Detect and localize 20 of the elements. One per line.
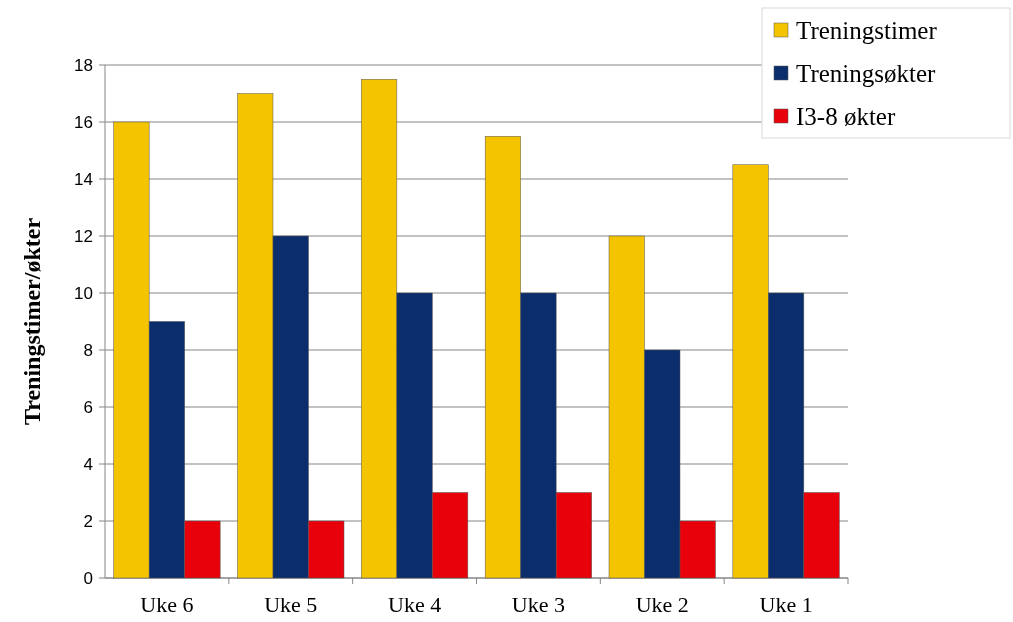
y-tick-label: 6	[83, 397, 93, 417]
x-tick-label: Uke 4	[388, 592, 442, 617]
y-tick-label: 2	[83, 511, 93, 531]
x-tick-label: Uke 6	[140, 592, 194, 617]
x-tick-label: Uke 3	[511, 592, 565, 617]
y-tick-label: 16	[74, 112, 93, 132]
legend-label: Treningstimer	[796, 16, 938, 44]
y-tick-label: 8	[83, 340, 93, 360]
legend-label: I3-8 økter	[796, 102, 896, 130]
y-tick-label: 18	[74, 55, 93, 75]
legend-label: Treningsøkter	[796, 59, 937, 87]
y-tick-label: 10	[74, 283, 93, 303]
x-tick-label: Uke 5	[264, 592, 318, 617]
y-tick-label: 4	[83, 454, 93, 474]
y-tick-label: 12	[74, 226, 93, 246]
y-axis-title: Treningstimer/økter	[19, 217, 45, 426]
y-tick-label: 14	[74, 169, 93, 189]
x-tick-label: Uke 1	[759, 592, 813, 617]
y-tick-label: 0	[83, 568, 93, 588]
x-tick-label: Uke 2	[635, 592, 689, 617]
